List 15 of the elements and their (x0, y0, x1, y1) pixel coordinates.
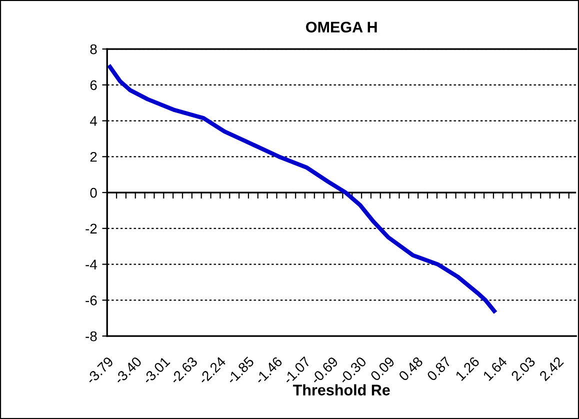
x-tick-label: 0.87 (426, 356, 452, 382)
x-axis-title: Threshold Re (292, 384, 390, 396)
y-tick-label: -6 (86, 295, 97, 306)
x-tick-label: 0.48 (398, 356, 424, 382)
y-tick-label: 0 (90, 188, 97, 198)
y-tick-label: -4 (86, 260, 97, 270)
y-tick-label: -8 (86, 331, 97, 342)
y-tick-label: -2 (86, 224, 97, 234)
y-tick-label: 4 (90, 116, 97, 126)
y-tick-label: 8 (90, 44, 97, 54)
y-tick-label: 6 (90, 80, 97, 90)
x-tick-label: 0.09 (370, 356, 396, 382)
chart-title: OMEGA H (306, 22, 377, 33)
y-tick-label: 2 (90, 152, 97, 162)
line-series (108, 64, 496, 314)
